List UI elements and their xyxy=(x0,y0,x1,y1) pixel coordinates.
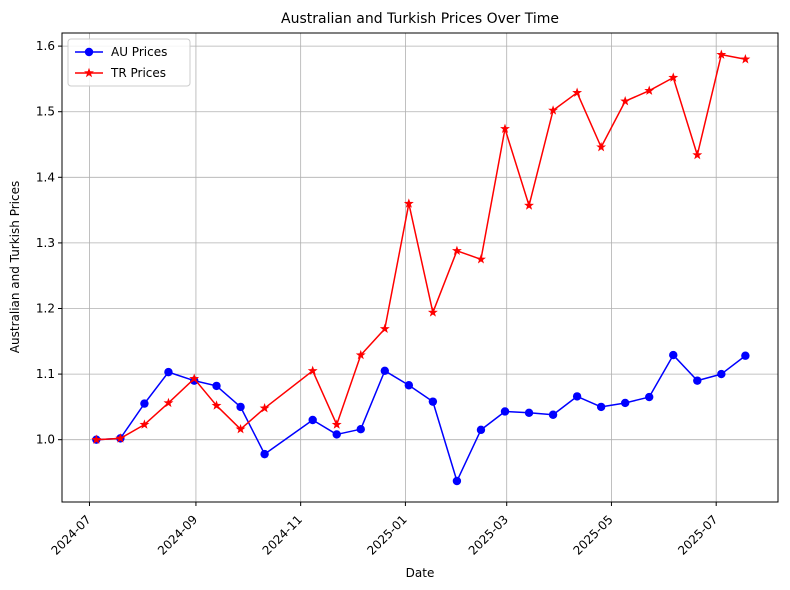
au-prices-point xyxy=(524,408,534,417)
tr-prices-point xyxy=(259,403,270,413)
chart-title: Australian and Turkish Prices Over Time xyxy=(281,11,559,27)
x-axis: 2024-07 2024-09 2024-11 2025-01 2025-03 2025-… xyxy=(48,502,721,558)
series-layer xyxy=(91,49,751,486)
tr-prices-point xyxy=(644,85,655,95)
tr-prices-point xyxy=(211,400,222,410)
tr-prices-point xyxy=(524,200,534,210)
au-prices-point xyxy=(308,415,317,425)
tr-prices-point xyxy=(500,123,510,133)
tr-prices-point xyxy=(355,349,366,360)
au-prices-point xyxy=(452,476,462,486)
tr-prices-point xyxy=(379,323,390,334)
legend-marker xyxy=(84,67,94,78)
au-prices-point xyxy=(548,410,558,419)
y-tick-label: 1.4 xyxy=(36,170,55,184)
au-prices-point xyxy=(500,407,510,416)
au-prices-series xyxy=(92,350,750,486)
tr-prices-point xyxy=(91,434,102,444)
tr-prices-point xyxy=(572,87,583,97)
tr-prices-point xyxy=(716,49,727,59)
au-prices-point xyxy=(620,398,630,408)
au-prices-point xyxy=(236,402,245,412)
tr-prices-point xyxy=(403,198,414,208)
au-prices-point xyxy=(380,366,390,376)
au-prices-point xyxy=(693,376,702,385)
y-tick-label: 1.5 xyxy=(36,105,55,119)
x-tick-label: 2025-03 xyxy=(466,512,511,557)
legend-box xyxy=(67,38,191,87)
x-tick-label: 2024-09 xyxy=(155,512,200,557)
tr-prices-point xyxy=(476,254,486,264)
au-prices-point xyxy=(645,392,654,402)
x-axis-label: Date xyxy=(406,566,435,580)
au-prices-point xyxy=(212,381,221,391)
tr-prices-series xyxy=(91,49,751,444)
tr-prices-point xyxy=(115,433,126,443)
x-tick-label: 2025-07 xyxy=(675,512,720,557)
tr-prices-point xyxy=(548,105,559,115)
legend-marker xyxy=(84,47,94,57)
au-prices-point xyxy=(717,369,726,379)
y-axis: 1.0 1.1 1.2 1.3 1.4 1.5 1.6 xyxy=(36,39,62,447)
y-axis-label: Australian and Turkish Prices xyxy=(8,181,22,353)
x-tick-label: 2024-07 xyxy=(48,512,93,557)
tr-prices-point xyxy=(620,96,631,106)
tr-prices-point xyxy=(163,397,174,408)
y-tick-label: 1.6 xyxy=(36,39,55,53)
legend-label: AU Prices xyxy=(111,45,167,59)
y-tick-label: 1.0 xyxy=(36,433,55,447)
legend: AU Prices TR Prices xyxy=(67,38,191,87)
tr-prices-point xyxy=(740,54,751,64)
tr-prices-point xyxy=(692,149,703,160)
au-prices-point xyxy=(596,402,606,412)
au-prices-point xyxy=(428,397,438,406)
legend-label: TR Prices xyxy=(110,66,166,80)
tr-prices-point xyxy=(235,423,246,434)
tr-prices-point xyxy=(451,245,462,255)
x-tick-label: 2024-11 xyxy=(260,512,305,557)
au-prices-point xyxy=(332,430,341,439)
au-prices-point xyxy=(404,381,414,390)
au-prices-point xyxy=(572,392,582,401)
tr-prices-point xyxy=(668,72,679,82)
legend-item: TR Prices xyxy=(75,66,166,80)
tr-prices-point xyxy=(189,373,200,383)
tr-prices-point xyxy=(139,419,150,429)
y-tick-label: 1.1 xyxy=(36,367,55,381)
tr-prices-point xyxy=(307,365,318,376)
plot-frame xyxy=(61,32,779,503)
tr-prices-point xyxy=(427,307,438,317)
au-prices-point xyxy=(164,367,173,377)
au-prices-point xyxy=(741,351,750,360)
x-tick-label: 2025-01 xyxy=(364,512,409,557)
y-tick-label: 1.3 xyxy=(36,236,55,250)
y-tick-label: 1.2 xyxy=(36,301,55,315)
grid xyxy=(62,33,778,502)
au-prices-point xyxy=(669,350,678,360)
tr-prices-point xyxy=(596,141,607,152)
au-prices-point xyxy=(356,424,365,434)
tr-prices-point xyxy=(331,419,342,429)
legend-item: AU Prices xyxy=(75,45,167,59)
au-prices-point xyxy=(140,399,149,408)
au-prices-point xyxy=(476,425,486,435)
x-tick-label: 2025-05 xyxy=(570,512,615,557)
au-prices-point xyxy=(260,449,269,459)
